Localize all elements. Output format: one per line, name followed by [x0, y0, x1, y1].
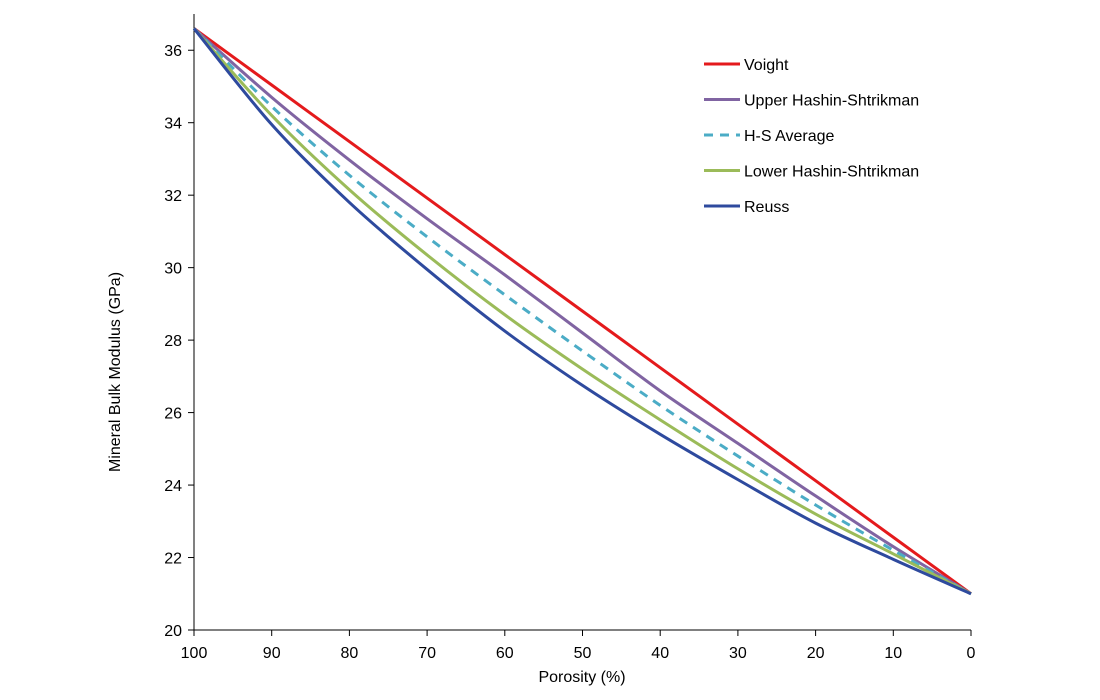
y-tick-label: 22	[164, 551, 182, 568]
legend-label-lower-hashin-shtrikman: Lower Hashin-Shtrikman	[744, 164, 919, 181]
x-tick-label: 80	[341, 645, 359, 662]
plot-area: 100 90 80 70 60 50 40 30 20 10 0 20222426283032343…	[164, 14, 976, 662]
y-tick-label: 20	[164, 623, 182, 640]
y-tick-label: 28	[164, 333, 182, 350]
y-tick-label: 30	[164, 261, 182, 278]
x-axis-title: Porosity (%)	[538, 669, 625, 686]
series-line-upper-hashin-shtrikman	[193, 27, 972, 596]
x-tick-label: 100	[181, 645, 208, 662]
legend-label-voight: Voight	[744, 57, 789, 74]
x-tick-label: 90	[263, 645, 281, 662]
series-lines	[192, 27, 972, 596]
x-tick-label: 40	[651, 645, 669, 662]
y-tick-label: 26	[164, 406, 182, 423]
series-line-reuss	[192, 27, 972, 596]
y-ticks: 20 22 24 26 28 30 32 34 36	[164, 43, 194, 640]
legend-label-reuss: Reuss	[744, 199, 789, 216]
x-tick-label: 50	[574, 645, 592, 662]
x-tick-label: 0	[967, 645, 976, 662]
x-tick-label: 20	[807, 645, 825, 662]
series-line-voight	[193, 27, 972, 595]
x-tick-label: 60	[496, 645, 514, 662]
x-ticks: 100 90 80 70 60 50 40 30 20 10 0	[181, 630, 976, 662]
y-axis-title: Mineral Bulk Modulus (GPa)	[107, 272, 124, 472]
y-tick-label: 34	[164, 116, 182, 133]
x-tick-label: 70	[418, 645, 436, 662]
x-tick-label: 30	[729, 645, 747, 662]
legend: Voight Upper Hashin-Shtrikman H-S Average L…	[704, 57, 919, 216]
y-tick-label: 32	[164, 188, 182, 205]
y-tick-label: 36	[164, 43, 182, 60]
legend-label-h-s-average: H-S Average	[744, 128, 835, 145]
y-tick-label: 24	[164, 478, 182, 495]
legend-label-upper-hashin-shtrikman: Upper Hashin-Shtrikman	[744, 93, 919, 110]
series-line-lower-hashin-shtrikman	[192, 27, 972, 596]
x-tick-label: 10	[884, 645, 902, 662]
